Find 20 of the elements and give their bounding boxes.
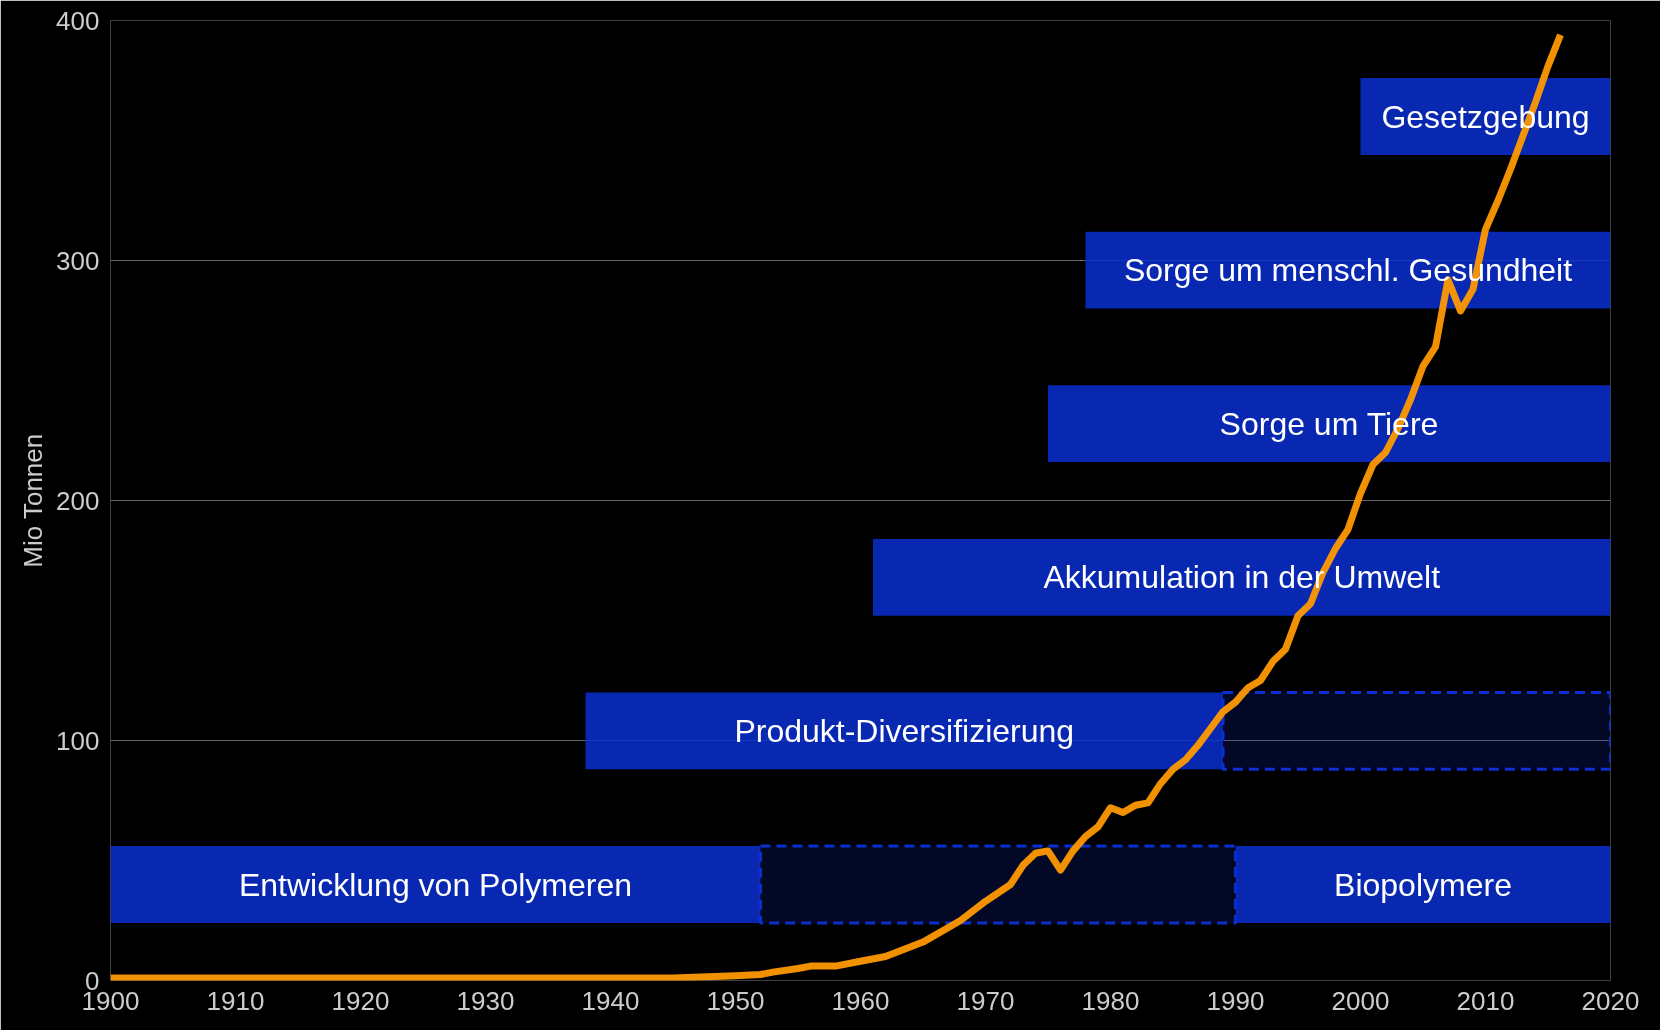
band-label: Biopolymere bbox=[1334, 866, 1512, 903]
x-tick-label: 1920 bbox=[331, 985, 390, 1016]
y-tick-label: 300 bbox=[56, 245, 100, 276]
x-tick-label: 2020 bbox=[1581, 985, 1640, 1016]
x-tick-label: 1930 bbox=[456, 985, 515, 1016]
x-tick-label: 2000 bbox=[1331, 985, 1390, 1016]
x-tick-label: 1940 bbox=[581, 985, 640, 1016]
y-tick-label: 200 bbox=[56, 485, 100, 516]
x-tick-label: 2010 bbox=[1456, 985, 1515, 1016]
x-tick-label: 1970 bbox=[956, 985, 1015, 1016]
x-tick-label: 1980 bbox=[1081, 985, 1140, 1016]
band-label: Entwicklung von Polymeren bbox=[238, 866, 633, 903]
y-tick-label: 100 bbox=[56, 725, 100, 756]
x-tick-label: 1960 bbox=[831, 985, 890, 1016]
band-label: Produkt-Diversifizierung bbox=[734, 712, 1075, 749]
x-tick-label: 1950 bbox=[706, 985, 765, 1016]
y-axis-title: Mio Tonnen bbox=[18, 433, 49, 568]
y-tick-label: 400 bbox=[56, 5, 100, 36]
x-tick-label: 1990 bbox=[1206, 985, 1265, 1016]
x-tick-label: 1910 bbox=[206, 985, 265, 1016]
